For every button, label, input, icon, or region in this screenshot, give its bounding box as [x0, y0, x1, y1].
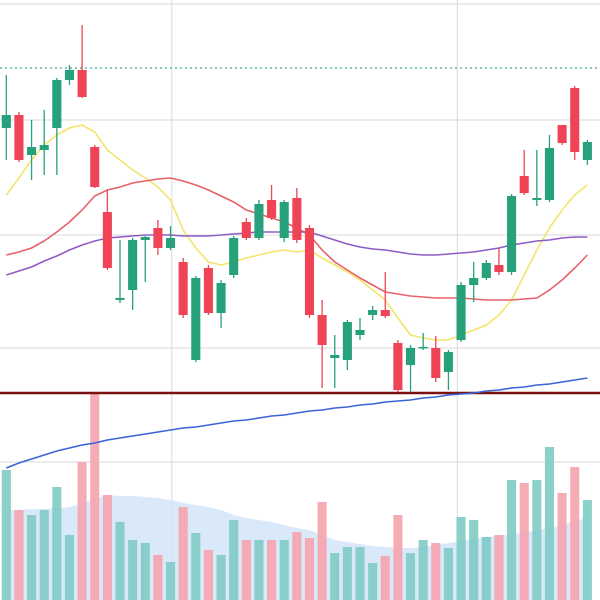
candle-body: [77, 70, 87, 97]
candle-body: [279, 202, 289, 238]
volume-bar: [64, 535, 75, 600]
candle-body: [557, 125, 567, 143]
candle-body: [254, 204, 264, 238]
volume-bar: [380, 556, 390, 600]
candle-body: [191, 278, 201, 360]
volume-bar: [431, 543, 441, 600]
moving-average-line: [5, 124, 588, 341]
candle-body: [570, 88, 580, 152]
volume-bar: [557, 493, 567, 600]
volume-bar: [532, 480, 542, 600]
candle-body: [330, 355, 340, 358]
volume-bar: [203, 550, 213, 600]
volume-bar: [469, 520, 479, 600]
volume-bar: [418, 540, 428, 600]
volume-bar: [405, 553, 416, 600]
volume-bar: [1, 470, 11, 600]
candle-body: [27, 147, 37, 155]
candle-body: [216, 283, 226, 313]
volume-bar: [14, 510, 24, 600]
volume-bar: [544, 447, 555, 600]
volume-bar: [153, 555, 163, 600]
volume-bar: [90, 393, 100, 600]
volume-bar: [140, 543, 150, 600]
volume-bar: [507, 480, 517, 600]
volume-bar: [102, 495, 112, 600]
volume-bar: [52, 487, 62, 600]
volume-bar: [519, 483, 529, 600]
candle-body: [418, 347, 428, 349]
candle-body: [582, 142, 592, 160]
candle-body: [153, 228, 163, 248]
candle-body: [292, 198, 302, 240]
candle-body: [140, 237, 150, 240]
candle-body: [203, 268, 213, 313]
candle-body: [304, 228, 315, 315]
candle-body: [519, 176, 529, 193]
candle-body: [544, 148, 555, 200]
volume-bar: [570, 467, 580, 600]
volume-bar: [279, 540, 289, 600]
candle-body: [532, 198, 542, 200]
candle-body: [64, 70, 75, 80]
candle-body: [443, 352, 453, 372]
volume-bar: [317, 502, 327, 600]
candle-body: [90, 147, 100, 187]
candle-body: [115, 298, 125, 300]
volume-bar: [77, 462, 87, 600]
volume-bar: [254, 540, 264, 600]
candle-body: [393, 343, 403, 390]
volume-bar: [330, 553, 340, 600]
candle-body: [456, 285, 466, 340]
volume-bar: [494, 535, 504, 600]
candle-body: [494, 265, 504, 272]
volume-bar: [267, 540, 277, 600]
candle-body: [405, 348, 416, 365]
volume-bar: [292, 532, 302, 600]
volume-bar: [368, 563, 378, 600]
candle-body: [342, 322, 352, 360]
candle-body: [267, 200, 277, 218]
candle-body: [178, 262, 188, 315]
volume-bar: [342, 547, 352, 600]
volume-bar: [443, 548, 453, 600]
volume-bar: [241, 540, 251, 600]
volume-bar: [27, 515, 37, 600]
volume-bar: [39, 510, 49, 600]
candle-body: [241, 222, 251, 238]
candle-body: [128, 240, 138, 290]
candle-body: [431, 348, 441, 378]
candle-body: [469, 278, 479, 285]
candle-body: [481, 263, 491, 278]
volume-bar: [191, 533, 201, 600]
volume-bar: [304, 538, 315, 600]
candle-body: [165, 238, 176, 248]
volume-bar: [128, 540, 138, 600]
candle-body: [355, 330, 365, 335]
volume-bar: [582, 500, 592, 600]
volume-bar: [456, 517, 466, 600]
moving-average-line: [6, 377, 588, 469]
candle-body: [507, 196, 517, 272]
volume-bar: [355, 547, 365, 600]
candle-body: [39, 145, 49, 150]
volume-bar: [165, 562, 176, 600]
volume-bar: [216, 555, 226, 600]
candle-body: [102, 212, 112, 268]
candle-body: [1, 115, 11, 128]
volume-bar: [115, 522, 125, 600]
volume-bar: [229, 520, 239, 600]
volume-bar: [393, 515, 403, 600]
candle-body: [368, 310, 378, 315]
volume-bar: [481, 537, 491, 600]
candle-body: [14, 115, 24, 160]
volume-bar: [178, 507, 188, 600]
candle-body: [317, 315, 327, 345]
candle-body: [229, 238, 239, 275]
candle-body: [52, 80, 62, 128]
candle-body: [380, 310, 390, 316]
